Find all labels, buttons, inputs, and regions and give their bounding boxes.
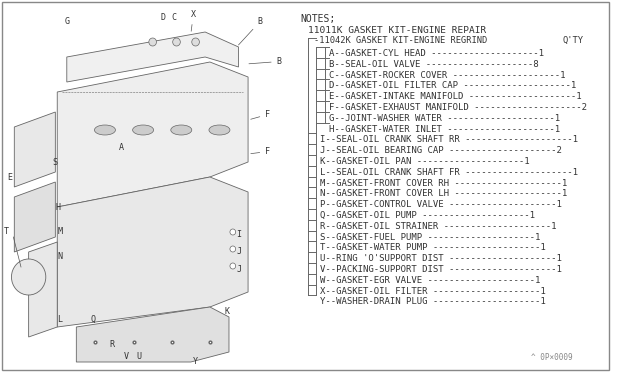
Text: D--GASKET-OIL FILTER CAP --------------------1: D--GASKET-OIL FILTER CAP ---------------…: [329, 81, 577, 90]
Text: X: X: [191, 10, 196, 31]
Text: M: M: [57, 227, 62, 236]
Text: W--GASKET-EGR VALVE --------------------1: W--GASKET-EGR VALVE --------------------…: [319, 276, 540, 285]
Text: G--JOINT-WASHER WATER --------------------1: G--JOINT-WASHER WATER ------------------…: [329, 114, 560, 123]
Circle shape: [230, 246, 236, 252]
Ellipse shape: [209, 125, 230, 135]
Text: K--GASKET-OIL PAN --------------------1: K--GASKET-OIL PAN --------------------1: [319, 157, 529, 166]
Text: H: H: [55, 203, 60, 212]
Polygon shape: [14, 182, 55, 252]
Text: E: E: [8, 173, 13, 182]
Text: B: B: [239, 17, 262, 45]
Polygon shape: [14, 112, 55, 187]
Text: S--GASKET-FUEL PUMP --------------------1: S--GASKET-FUEL PUMP --------------------…: [319, 232, 540, 241]
Circle shape: [192, 38, 200, 46]
Text: -11042K GASKET KIT-ENGINE REGRIND: -11042K GASKET KIT-ENGINE REGRIND: [314, 36, 487, 45]
Text: R--GASKET-OIL STRAINER --------------------1: R--GASKET-OIL STRAINER -----------------…: [319, 222, 556, 231]
Text: L: L: [57, 315, 62, 324]
Text: C: C: [172, 13, 177, 22]
Text: F: F: [251, 110, 270, 119]
Text: T--GASKET-WATER PUMP --------------------1: T--GASKET-WATER PUMP -------------------…: [319, 243, 545, 252]
Text: N--GASKET-FRONT COVER LH --------------------1: N--GASKET-FRONT COVER LH ---------------…: [319, 189, 567, 198]
Polygon shape: [76, 307, 229, 362]
Text: Q--GASKET-OIL PUMP --------------------1: Q--GASKET-OIL PUMP --------------------1: [319, 211, 534, 220]
Polygon shape: [67, 32, 239, 82]
Text: D: D: [160, 13, 165, 22]
Text: Y--WASHER-DRAIN PLUG --------------------1: Y--WASHER-DRAIN PLUG -------------------…: [319, 297, 545, 307]
Circle shape: [230, 229, 236, 235]
Text: F--GASKET-EXHAUST MANIFOLD --------------------2: F--GASKET-EXHAUST MANIFOLD -------------…: [329, 103, 587, 112]
Text: E--GASKET-INTAKE MANIFOLD --------------------1: E--GASKET-INTAKE MANIFOLD --------------…: [329, 92, 582, 101]
Text: U--RING 'O'SUPPORT DIST --------------------1: U--RING 'O'SUPPORT DIST ----------------…: [319, 254, 561, 263]
Text: U: U: [136, 352, 141, 361]
Text: V--PACKING-SUPPORT DIST --------------------1: V--PACKING-SUPPORT DIST ----------------…: [319, 265, 561, 274]
Text: S: S: [52, 158, 58, 167]
Text: Q'TY: Q'TY: [563, 36, 584, 45]
Ellipse shape: [95, 125, 115, 135]
Text: Q: Q: [91, 315, 95, 324]
Text: J--SEAL-OIL BEARING CAP --------------------2: J--SEAL-OIL BEARING CAP ----------------…: [319, 146, 561, 155]
Polygon shape: [29, 242, 57, 337]
Text: B--SEAL-OIL VALVE --------------------8: B--SEAL-OIL VALVE --------------------8: [329, 60, 539, 69]
Text: P--GASKET-CONTROL VALVE --------------------1: P--GASKET-CONTROL VALVE ----------------…: [319, 200, 561, 209]
Text: A--GASKET-CYL HEAD --------------------1: A--GASKET-CYL HEAD --------------------1: [329, 49, 544, 58]
Text: N: N: [57, 252, 62, 261]
Text: NOTES;: NOTES;: [301, 14, 336, 24]
Text: A: A: [119, 143, 124, 152]
Ellipse shape: [132, 125, 154, 135]
Text: T: T: [4, 227, 9, 236]
Text: I--SEAL-OIL CRANK SHAFT RR --------------------1: I--SEAL-OIL CRANK SHAFT RR -------------…: [319, 135, 578, 144]
Text: J: J: [237, 265, 242, 274]
Ellipse shape: [171, 125, 192, 135]
Text: J: J: [237, 247, 242, 256]
Text: C--GASKET-ROCKER COVER --------------------1: C--GASKET-ROCKER COVER -----------------…: [329, 71, 566, 80]
Text: K: K: [224, 307, 229, 316]
Circle shape: [149, 38, 156, 46]
Text: ^ 0P×0009: ^ 0P×0009: [531, 353, 572, 362]
Text: V: V: [124, 352, 129, 361]
Text: G: G: [65, 17, 70, 26]
Text: I: I: [237, 230, 242, 239]
Polygon shape: [57, 62, 248, 207]
Circle shape: [173, 38, 180, 46]
Text: M--GASKET-FRONT COVER RH --------------------1: M--GASKET-FRONT COVER RH ---------------…: [319, 179, 567, 187]
Text: F: F: [251, 147, 270, 156]
Text: Y: Y: [193, 357, 198, 366]
Circle shape: [12, 259, 46, 295]
Text: 11011K GASKET KIT-ENGINE REPAIR: 11011K GASKET KIT-ENGINE REPAIR: [308, 26, 486, 35]
Text: X--GASKET-OIL FILTER --------------------1: X--GASKET-OIL FILTER -------------------…: [319, 286, 545, 296]
Polygon shape: [57, 177, 248, 327]
Circle shape: [230, 263, 236, 269]
Text: H--GASKET-WATER INLET --------------------1: H--GASKET-WATER INLET ------------------…: [329, 125, 560, 134]
Text: B: B: [249, 57, 282, 66]
Text: R: R: [109, 340, 115, 349]
Text: L--SEAL-OIL CRANK SHAFT FR --------------------1: L--SEAL-OIL CRANK SHAFT FR -------------…: [319, 168, 578, 177]
